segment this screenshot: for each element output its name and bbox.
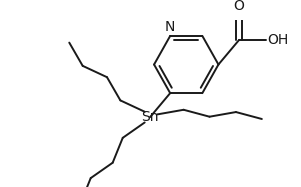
Text: O: O: [234, 0, 245, 13]
Text: OH: OH: [268, 33, 289, 47]
Text: Sn: Sn: [141, 110, 159, 124]
Text: N: N: [165, 20, 175, 34]
